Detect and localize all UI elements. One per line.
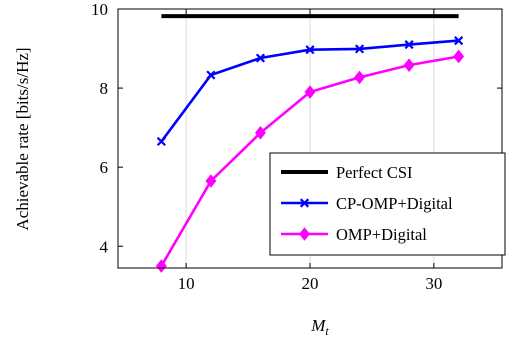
- legend-label-omp-digital: OMP+Digital: [336, 225, 427, 244]
- data-point-omp-digital: [205, 174, 217, 188]
- legend-label-cp-omp-digital: CP-OMP+Digital: [336, 194, 453, 213]
- data-point-cp-omp-digital: [354, 44, 365, 54]
- series: [155, 14, 465, 273]
- legend-marker-cp-omp-digital: [299, 198, 310, 208]
- y-tick-label: 10: [91, 0, 108, 19]
- x-tick-label: 30: [425, 274, 442, 293]
- data-point-cp-omp-digital: [305, 45, 315, 55]
- data-point-omp-digital: [453, 49, 465, 64]
- ticks: 10 20 30 4 6 8 10: [91, 0, 502, 293]
- data-point-cp-omp-digital: [454, 36, 464, 46]
- x-axis-title-subscript: t: [325, 324, 329, 338]
- y-tick-label: 8: [100, 79, 109, 98]
- y-tick-label: 4: [100, 237, 109, 256]
- legend-label-perfect-csi: Perfect CSI: [336, 163, 413, 182]
- data-point-cp-omp-digital: [255, 53, 266, 63]
- data-point-omp-digital: [354, 70, 365, 85]
- data-point-omp-digital: [403, 58, 415, 72]
- x-axis-title: Mt: [310, 316, 329, 338]
- x-tick-label: 10: [178, 274, 195, 293]
- data-point-cp-omp-digital: [404, 40, 414, 50]
- data-point-cp-omp-digital: [156, 136, 166, 147]
- y-axis-title: Achievable rate [bits/s/Hz]: [13, 47, 32, 230]
- legend: Perfect CSI CP-OMP+Digital OMP+Digital: [269, 152, 506, 256]
- data-point-omp-digital: [304, 85, 316, 99]
- legend-marker-omp-digital: [299, 227, 310, 241]
- data-point-omp-digital: [255, 125, 266, 140]
- y-tick-label: 6: [100, 158, 109, 177]
- data-point-cp-omp-digital: [206, 70, 216, 80]
- x-axis-title-main: M: [310, 316, 326, 335]
- x-tick-label: 20: [302, 274, 319, 293]
- data-point-omp-digital: [155, 259, 167, 273]
